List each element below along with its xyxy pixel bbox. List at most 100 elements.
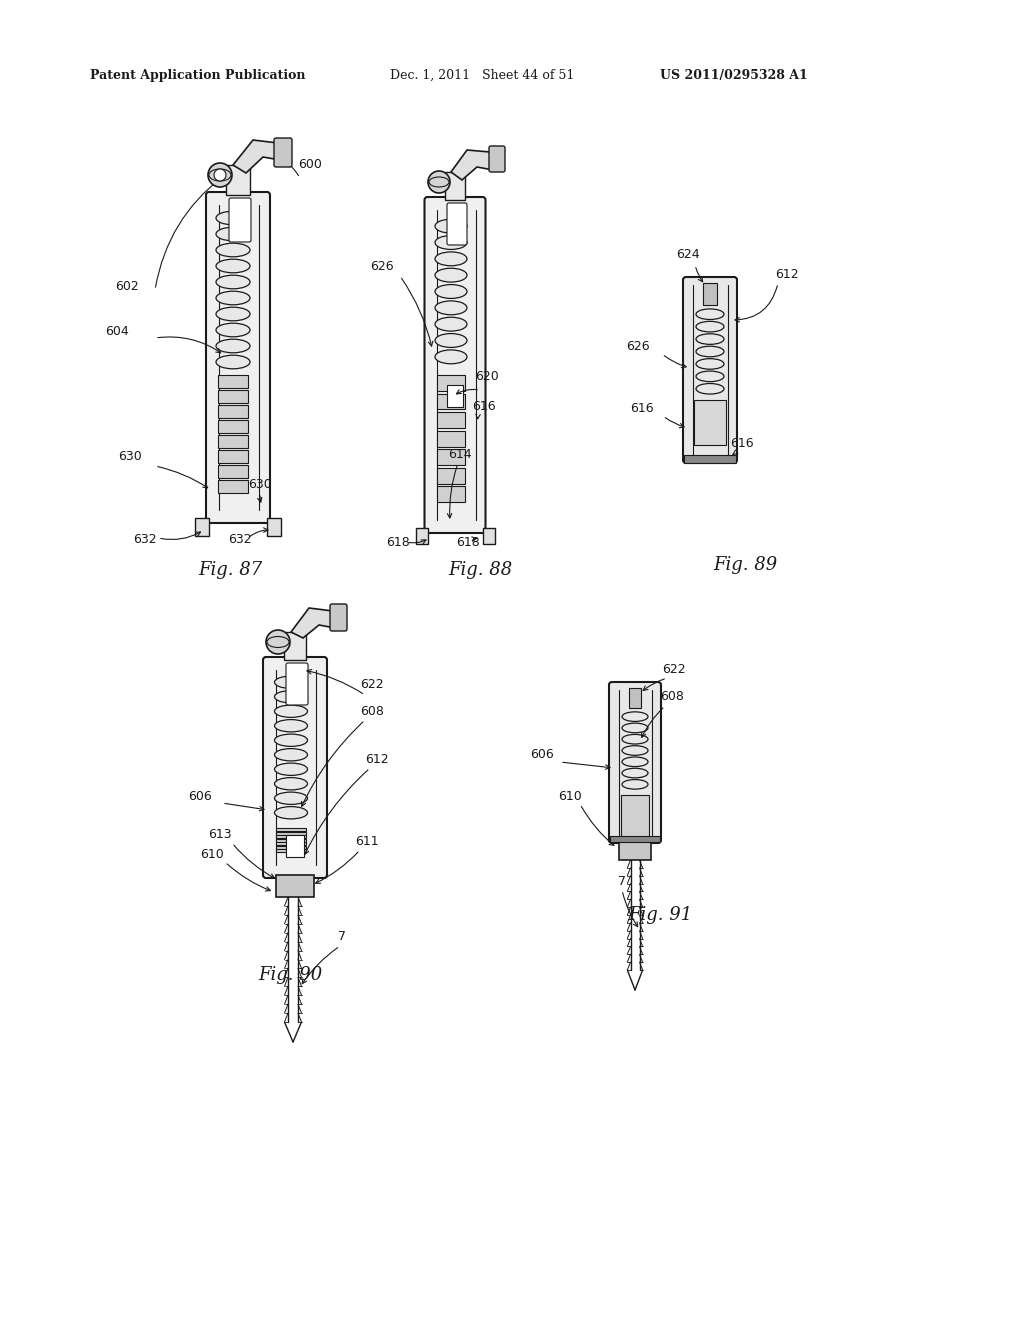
Ellipse shape bbox=[696, 384, 724, 395]
Ellipse shape bbox=[274, 748, 307, 760]
FancyBboxPatch shape bbox=[683, 277, 737, 463]
Text: 612: 612 bbox=[775, 268, 799, 281]
Bar bbox=[482, 528, 495, 544]
Ellipse shape bbox=[696, 346, 724, 356]
Text: 614: 614 bbox=[449, 447, 472, 461]
FancyBboxPatch shape bbox=[229, 198, 251, 242]
Ellipse shape bbox=[216, 308, 250, 321]
Text: Dec. 1, 2011   Sheet 44 of 51: Dec. 1, 2011 Sheet 44 of 51 bbox=[390, 69, 574, 82]
Ellipse shape bbox=[274, 690, 307, 704]
Text: 622: 622 bbox=[360, 678, 384, 690]
Ellipse shape bbox=[435, 301, 467, 314]
Text: 630: 630 bbox=[248, 478, 271, 491]
Ellipse shape bbox=[209, 169, 231, 181]
Ellipse shape bbox=[435, 219, 467, 234]
Ellipse shape bbox=[435, 252, 467, 265]
Bar bbox=[218, 436, 248, 447]
Ellipse shape bbox=[696, 309, 724, 319]
Text: Fig. 87: Fig. 87 bbox=[198, 561, 262, 579]
Ellipse shape bbox=[622, 780, 648, 789]
Text: 632: 632 bbox=[228, 533, 252, 546]
Ellipse shape bbox=[216, 243, 250, 257]
Bar bbox=[276, 828, 306, 832]
Text: 610: 610 bbox=[200, 847, 224, 861]
Text: 616: 616 bbox=[730, 437, 754, 450]
Bar bbox=[276, 842, 306, 845]
FancyBboxPatch shape bbox=[447, 203, 467, 246]
Ellipse shape bbox=[622, 734, 648, 744]
Ellipse shape bbox=[622, 756, 648, 767]
Bar bbox=[218, 389, 248, 403]
Bar bbox=[276, 875, 314, 898]
Bar bbox=[445, 172, 465, 201]
Bar bbox=[618, 840, 651, 861]
Text: 606: 606 bbox=[530, 748, 554, 762]
Circle shape bbox=[428, 172, 450, 193]
Bar bbox=[218, 465, 248, 478]
Ellipse shape bbox=[622, 723, 648, 733]
FancyBboxPatch shape bbox=[489, 147, 505, 172]
Circle shape bbox=[208, 162, 232, 187]
FancyBboxPatch shape bbox=[206, 191, 270, 523]
FancyBboxPatch shape bbox=[609, 682, 662, 843]
Text: 7: 7 bbox=[338, 931, 346, 942]
Ellipse shape bbox=[435, 268, 467, 282]
Ellipse shape bbox=[216, 211, 250, 224]
Ellipse shape bbox=[274, 705, 307, 717]
Ellipse shape bbox=[274, 676, 307, 689]
Ellipse shape bbox=[696, 321, 724, 331]
Bar bbox=[276, 836, 306, 838]
Ellipse shape bbox=[274, 792, 307, 804]
Ellipse shape bbox=[435, 285, 467, 298]
Text: 600: 600 bbox=[298, 158, 322, 172]
Ellipse shape bbox=[429, 177, 449, 187]
Bar bbox=[437, 487, 465, 502]
Text: 608: 608 bbox=[360, 705, 384, 718]
Bar bbox=[276, 838, 306, 842]
Circle shape bbox=[266, 630, 290, 653]
Bar bbox=[218, 450, 248, 463]
Ellipse shape bbox=[216, 227, 250, 240]
Bar bbox=[610, 836, 660, 842]
Bar bbox=[218, 375, 248, 388]
Text: 620: 620 bbox=[475, 370, 499, 383]
Polygon shape bbox=[451, 150, 498, 180]
Ellipse shape bbox=[216, 323, 250, 337]
Bar bbox=[437, 430, 465, 446]
Ellipse shape bbox=[696, 359, 724, 370]
FancyBboxPatch shape bbox=[425, 197, 485, 533]
Ellipse shape bbox=[274, 763, 307, 775]
Text: Patent Application Publication: Patent Application Publication bbox=[90, 69, 305, 82]
Text: 632: 632 bbox=[133, 533, 157, 546]
Ellipse shape bbox=[216, 355, 250, 368]
Circle shape bbox=[214, 169, 226, 181]
Bar bbox=[284, 632, 306, 660]
Text: 7: 7 bbox=[618, 875, 626, 888]
Text: 622: 622 bbox=[662, 663, 686, 676]
Text: 611: 611 bbox=[355, 836, 379, 847]
Text: 630: 630 bbox=[118, 450, 141, 463]
Bar bbox=[195, 517, 209, 536]
Bar bbox=[684, 455, 736, 463]
Ellipse shape bbox=[274, 807, 307, 818]
Text: Fig. 89: Fig. 89 bbox=[713, 556, 777, 574]
Bar bbox=[276, 846, 306, 849]
Bar bbox=[437, 412, 465, 428]
Text: 626: 626 bbox=[370, 260, 393, 273]
Bar bbox=[703, 282, 717, 305]
Text: 606: 606 bbox=[188, 789, 212, 803]
Ellipse shape bbox=[216, 292, 250, 305]
FancyBboxPatch shape bbox=[274, 139, 292, 168]
Text: 610: 610 bbox=[558, 789, 582, 803]
Text: 604: 604 bbox=[105, 325, 129, 338]
Bar bbox=[437, 393, 465, 409]
Ellipse shape bbox=[435, 235, 467, 249]
Bar bbox=[267, 517, 281, 536]
Bar bbox=[437, 467, 465, 483]
Text: 618: 618 bbox=[386, 536, 410, 549]
Text: Fig. 90: Fig. 90 bbox=[258, 966, 323, 983]
Bar bbox=[621, 795, 649, 837]
Bar bbox=[218, 480, 248, 492]
Polygon shape bbox=[291, 609, 341, 638]
Bar bbox=[437, 375, 465, 391]
